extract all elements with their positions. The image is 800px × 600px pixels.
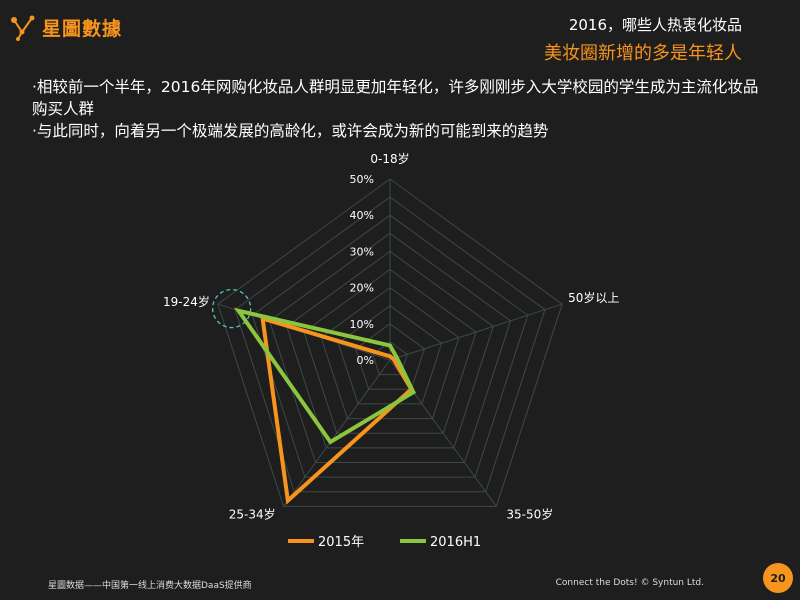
category-label: 19-24岁 — [163, 294, 210, 309]
grid-ring — [251, 214, 529, 478]
grid-ring — [320, 286, 460, 420]
footer-slogan: Connect the Dots! © Syntun Ltd. — [555, 578, 704, 588]
radial-tick-label: 30% — [350, 245, 374, 258]
grid-spoke — [283, 359, 391, 507]
category-label: 50岁以上 — [568, 290, 619, 305]
page-number-badge: 20 — [763, 563, 793, 593]
bullet-list: ·相较前一个半年，2016年网购化妆品人群明显更加年轻化，许多刚刚步入大学校园的… — [32, 76, 762, 142]
radial-tick-label: 0% — [357, 354, 374, 367]
footer-company: 星圖数据——中国第一线上消费大数据DaaS提供商 — [48, 581, 252, 591]
legend-label: 2015年 — [318, 535, 364, 550]
series-line-2016H1 — [233, 307, 416, 445]
bullet-item: ·与此同时，向着另一个极端发展的高龄化，或许会成为新的可能到来的趋势 — [32, 122, 549, 140]
radial-tick-label: 40% — [350, 209, 374, 222]
brand-name: 星圖數據 — [42, 17, 123, 40]
category-label: 25-34岁 — [229, 506, 276, 521]
grid-ring — [354, 323, 426, 390]
brand-logo: 星圖數據 — [8, 12, 122, 42]
grid-ring — [234, 196, 546, 493]
grid-ring — [303, 268, 477, 434]
grid-ring — [286, 250, 494, 449]
grid-ring — [268, 232, 512, 464]
connected-dots-logo-icon — [11, 15, 35, 41]
highlight-circle-annotation — [211, 288, 252, 329]
page-title: 美妆圈新增的多是年轻人 — [544, 43, 742, 64]
page-header: 2016，哪些人热衷化妆品 美妆圈新增的多是年轻人 — [544, 14, 742, 65]
page-subtitle: 2016，哪些人热衷化妆品 — [568, 16, 742, 34]
radial-tick-label: 10% — [350, 318, 374, 331]
bullet-item: ·相较前一个半年，2016年网购化妆品人群明显更加年轻化，许多刚刚步入大学校园的… — [32, 78, 759, 118]
series-line-2015年 — [260, 315, 414, 505]
radial-tick-label: 20% — [350, 282, 374, 295]
radial-tick-label: 50% — [350, 173, 374, 186]
category-label: 35-50岁 — [506, 506, 553, 521]
category-label: 0-18岁 — [370, 151, 409, 166]
grid-ring — [217, 178, 563, 507]
grid-spoke — [389, 303, 563, 361]
legend-label: 2016H1 — [430, 535, 481, 550]
